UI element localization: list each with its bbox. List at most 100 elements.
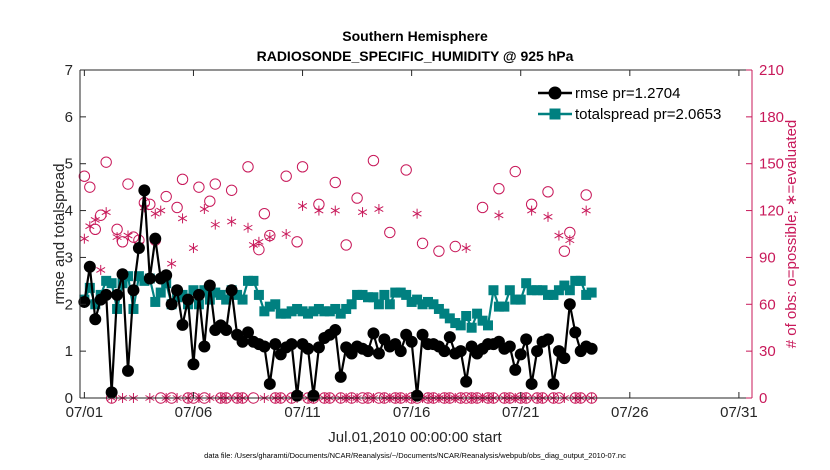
totalspread-point: [210, 287, 221, 298]
rmse-point: [531, 345, 544, 358]
y-tick-label: 4: [65, 203, 73, 220]
evaluated-point: [101, 207, 111, 218]
totalspread-point: [395, 287, 406, 298]
totalspread-point: [439, 308, 450, 319]
evaluated-point: [554, 230, 564, 241]
possible-point: [384, 226, 396, 239]
possible-point: [296, 161, 309, 173]
y-right-tick-label: 0: [759, 390, 767, 407]
evaluated-point: [265, 232, 275, 243]
y-tick-label: 7: [65, 62, 73, 79]
possible-point: [171, 201, 183, 214]
totalspread-point: [221, 294, 232, 305]
legend-marker-rmse: [548, 86, 562, 100]
totalspread-point: [412, 294, 423, 305]
x-tick-label: 07/06: [175, 404, 213, 421]
rmse-point: [220, 324, 233, 337]
possible-point: [476, 201, 489, 214]
rmse-point: [307, 389, 320, 402]
totalspread-point: [264, 301, 275, 312]
totalspread-point: [84, 282, 95, 293]
y-tick-label: 6: [65, 109, 73, 126]
x-tick-label: 07/26: [611, 404, 649, 421]
rmse-point: [149, 232, 162, 245]
rmse-point: [132, 242, 145, 255]
totalspread-point: [363, 292, 373, 303]
y-tick-label: 1: [65, 343, 73, 360]
rmse-point: [225, 284, 238, 297]
evaluated-point: [112, 232, 122, 243]
rmse-point: [520, 333, 533, 346]
rmse-point: [182, 293, 194, 306]
evaluated-point: [330, 205, 340, 216]
totalspread-point: [237, 294, 248, 305]
totalspread-point: [450, 318, 461, 329]
rmse-point: [143, 272, 156, 285]
evaluated-point: [156, 205, 166, 216]
totalspread-point: [401, 289, 412, 300]
evaluated-point: [177, 213, 188, 224]
possible-point: [209, 178, 221, 190]
totalspread-point: [324, 306, 335, 317]
y-axis-label: rmse and totalspread: [51, 164, 68, 305]
totalspread-point: [423, 296, 433, 307]
rmse-point: [525, 377, 538, 390]
y-right-tick-label: 120: [759, 203, 784, 220]
rmse-point: [203, 279, 216, 292]
totalspread-point: [515, 294, 526, 305]
rmse-point: [372, 347, 385, 360]
possible-point: [122, 178, 134, 190]
evaluated-point: [79, 233, 89, 244]
rmse-point: [585, 342, 598, 355]
totalspread-point: [548, 289, 559, 300]
x-axis-label: Jul.01,2010 00:00:00 start: [328, 429, 502, 446]
totalspread-point: [373, 299, 384, 310]
rmse-point: [563, 298, 576, 311]
rmse-point: [111, 288, 124, 301]
evaluated-point: [254, 236, 264, 247]
totalspread-point: [406, 296, 417, 307]
rmse-point: [329, 324, 342, 337]
totalspread-point: [243, 275, 253, 286]
totalspread-point: [368, 292, 379, 303]
rmse-point: [138, 184, 151, 197]
rmse-point: [438, 345, 451, 358]
y-right-tick-label: 150: [759, 156, 784, 173]
rmse-point: [242, 326, 254, 339]
evaluated-point: [297, 200, 308, 211]
totalspread-point: [248, 275, 259, 286]
totalspread-point: [466, 322, 477, 333]
totalspread-point: [232, 289, 243, 300]
rmse-point: [236, 335, 249, 348]
rmse-point: [127, 284, 140, 297]
rmse-point: [362, 345, 374, 358]
x-tick-label: 07/01: [66, 404, 104, 421]
possible-point: [433, 245, 445, 257]
evaluated-point: [374, 204, 384, 215]
legend-label-totalspread: totalspread pr=2.0653: [575, 106, 721, 123]
totalspread-point: [586, 287, 597, 298]
totalspread-point: [188, 285, 199, 296]
y-right-tick-label: 60: [759, 296, 776, 313]
totalspread-point: [499, 301, 510, 312]
possible-point: [193, 181, 205, 193]
possible-point: [78, 170, 91, 182]
totalspread-point: [335, 308, 346, 319]
legend-box: [533, 78, 745, 128]
possible-point: [542, 186, 554, 198]
evaluated-point: [227, 216, 237, 227]
rmse-point: [258, 340, 271, 353]
rmse-point: [542, 333, 554, 346]
rmse-point: [105, 386, 118, 399]
rmse-point: [171, 284, 184, 297]
totalspread-point: [199, 285, 210, 296]
totalspread-point: [510, 294, 521, 305]
possible-point: [291, 236, 303, 248]
y-tick-label: 2: [65, 296, 73, 313]
totalspread-point: [564, 285, 575, 296]
totalspread-point: [357, 289, 368, 300]
y-right-tick-label: 210: [759, 62, 784, 79]
totalspread-point: [286, 306, 297, 317]
evaluated-point: [281, 229, 291, 239]
